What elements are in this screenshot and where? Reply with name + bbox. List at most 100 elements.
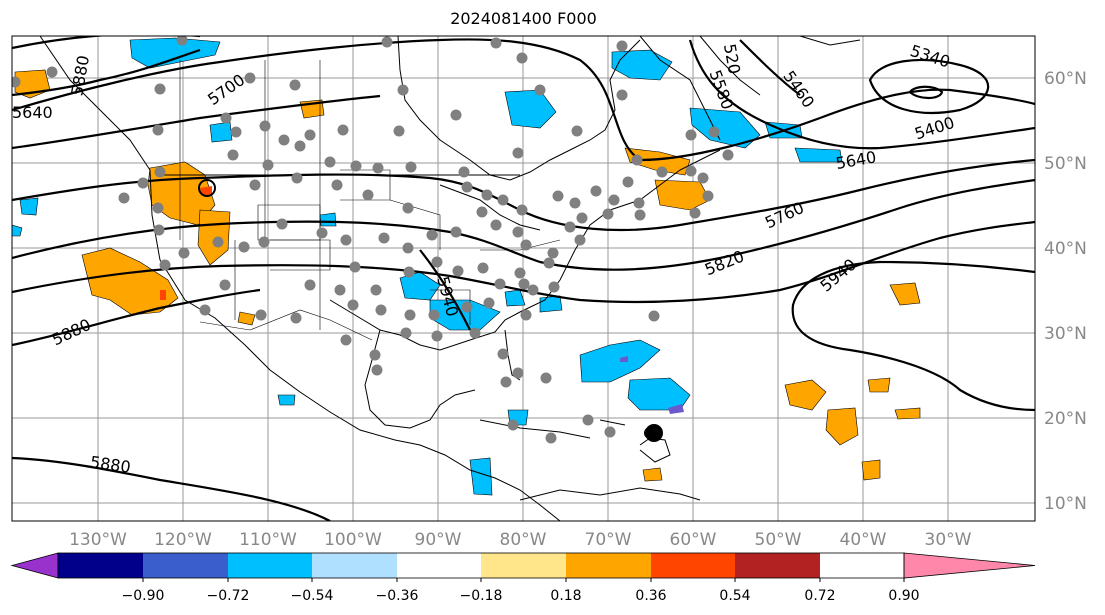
- longitude-label: 130°W: [69, 530, 127, 550]
- station-dot: [685, 129, 697, 141]
- station-dot: [608, 194, 620, 206]
- station-dot: [604, 426, 616, 438]
- station-dot: [634, 209, 646, 221]
- station-dot: [393, 125, 405, 137]
- station-markers: [12, 36, 734, 444]
- station-dot: [249, 179, 261, 191]
- station-dot: [347, 299, 359, 311]
- colorbar-extend-high: [903, 552, 1036, 579]
- station-dot: [497, 348, 509, 360]
- station-dot: [404, 309, 416, 321]
- station-dot: [276, 218, 288, 230]
- longitude-label: 90°W: [415, 530, 462, 550]
- station-dot: [702, 190, 714, 202]
- station-dot: [527, 284, 539, 296]
- colorbar-tick-label: −0.90: [122, 588, 165, 604]
- station-dot: [304, 279, 316, 291]
- latitude-label: 40°N: [1044, 239, 1087, 259]
- station-dot: [540, 372, 552, 384]
- station-dot: [631, 154, 643, 166]
- colorbar-tick-label: 0.90: [888, 588, 919, 604]
- longitude-labels: 130°W 120°W 110°W 100°W 90°W 80°W 70°W 60°W 50°W…: [69, 530, 972, 550]
- longitude-label: 110°W: [239, 530, 297, 550]
- station-dot: [547, 247, 559, 259]
- colorbar-segment: [143, 553, 228, 578]
- station-dot: [403, 266, 415, 278]
- colorbar-segment: [481, 553, 566, 578]
- station-dot: [350, 160, 362, 172]
- negative-shading: [12, 37, 843, 496]
- colorbar-segment: [566, 553, 651, 578]
- station-dot: [697, 172, 709, 184]
- station-dot: [402, 242, 414, 254]
- colorbar-tick-label: −0.72: [207, 588, 250, 604]
- station-dot: [450, 226, 462, 238]
- station-dot: [582, 414, 594, 426]
- station-dot: [199, 304, 211, 316]
- station-dot: [362, 189, 374, 201]
- station-dot: [458, 166, 470, 178]
- longitude-label: 60°W: [670, 530, 717, 550]
- station-dot: [349, 261, 361, 273]
- positive-shading: [14, 69, 921, 482]
- colorbar-tick-label: −0.18: [460, 588, 503, 604]
- station-dot: [255, 309, 267, 321]
- station-dot: [633, 197, 645, 209]
- station-dot: [452, 265, 464, 277]
- station-dot: [552, 190, 564, 202]
- station-dot: [426, 229, 438, 241]
- latitude-label: 30°N: [1044, 324, 1087, 344]
- station-dot: [152, 124, 164, 136]
- station-dot: [656, 166, 668, 178]
- colorbar-tick-label: 0.36: [635, 588, 666, 604]
- height-contours: [12, 36, 1035, 521]
- station-dot: [304, 129, 316, 141]
- colorbar-segment: [228, 553, 312, 578]
- station-dot: [428, 309, 440, 321]
- station-dot: [616, 40, 628, 52]
- station-dot: [244, 72, 256, 84]
- station-dot: [648, 310, 660, 322]
- station-dot: [340, 334, 352, 346]
- colorbar-segment: [58, 553, 143, 578]
- station-dot: [262, 159, 274, 171]
- station-dot: [375, 304, 387, 316]
- longitude-label: 40°W: [840, 530, 887, 550]
- political-borders: [179, 60, 561, 341]
- colorbar-segment: [397, 553, 481, 578]
- latitude-labels: 60°N 50°N 40°N 30°N 20°N 10°N: [1044, 69, 1087, 514]
- station-dot: [481, 189, 493, 201]
- station-dot: [372, 162, 384, 174]
- colorbar-tick-label: 0.72: [804, 588, 835, 604]
- latitude-label: 50°N: [1044, 154, 1087, 174]
- station-dot: [545, 432, 557, 444]
- latitude-label: 20°N: [1044, 409, 1087, 429]
- longitude-label: 50°W: [755, 530, 802, 550]
- station-dot: [431, 256, 443, 268]
- longitude-label: 100°W: [324, 530, 382, 550]
- station-dot: [381, 36, 393, 48]
- map-frame: [11, 35, 1036, 522]
- station-dot: [500, 376, 512, 388]
- station-dot: [461, 181, 473, 193]
- strong-negative-shading: [620, 356, 684, 414]
- station-dot: [137, 177, 149, 189]
- station-dot: [212, 236, 224, 248]
- colorbar-tick-label: −0.36: [376, 588, 419, 604]
- station-dot: [689, 207, 701, 219]
- station-dot: [602, 208, 614, 220]
- station-dot: [378, 232, 390, 244]
- longitude-label: 70°W: [585, 530, 632, 550]
- station-dot: [516, 52, 528, 64]
- station-dot: [622, 176, 634, 188]
- colorbar-segment: [735, 553, 820, 578]
- station-dot: [534, 84, 546, 96]
- station-dot: [616, 89, 628, 101]
- station-dot: [431, 330, 443, 342]
- station-dot: [722, 149, 734, 161]
- station-dot: [574, 234, 586, 246]
- station-dot: [334, 284, 346, 296]
- station-dot: [324, 156, 336, 168]
- colorbar-segment: [651, 553, 735, 578]
